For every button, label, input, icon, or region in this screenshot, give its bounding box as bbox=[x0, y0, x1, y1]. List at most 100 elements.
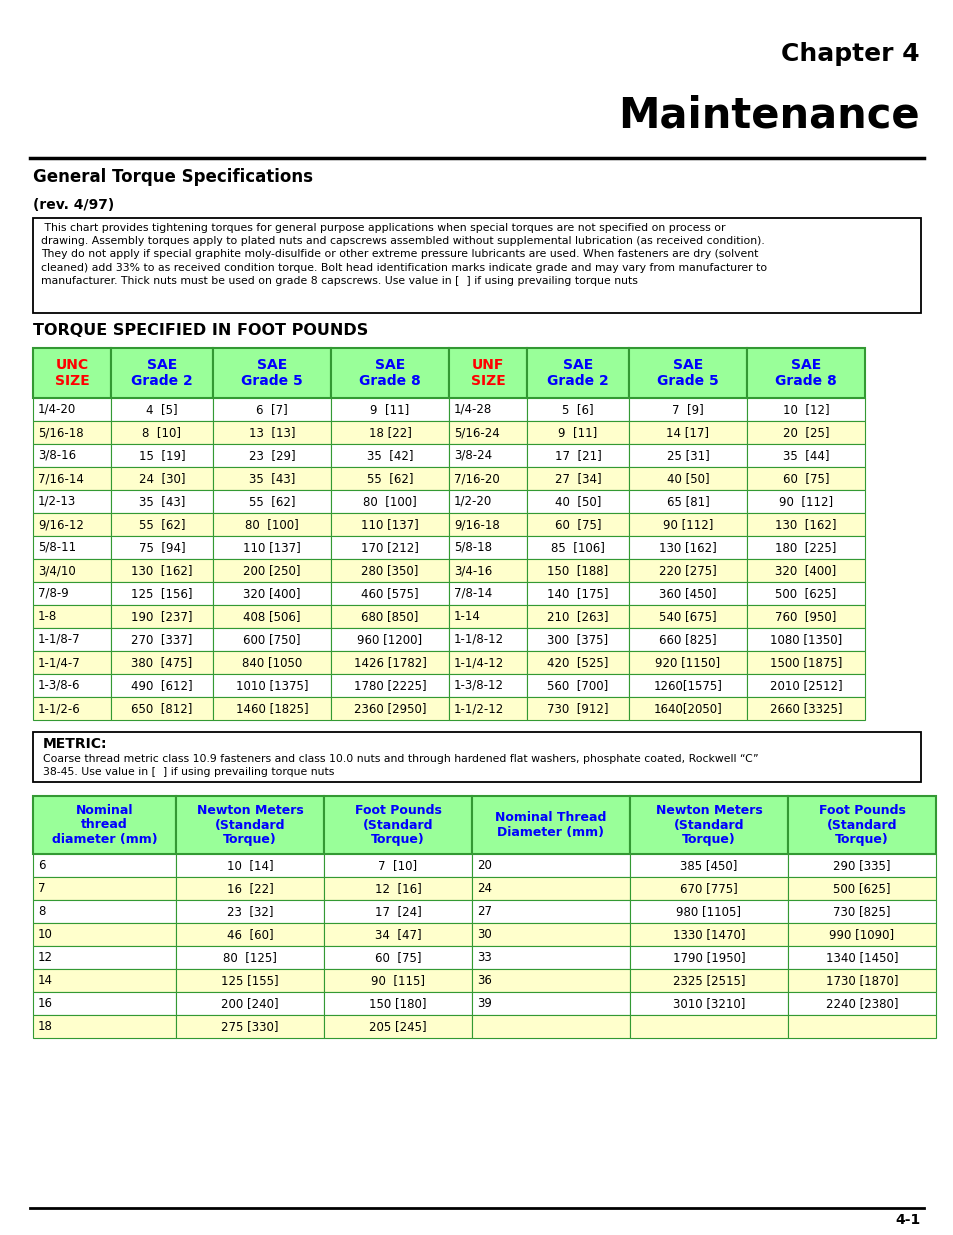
Text: 90 [112]: 90 [112] bbox=[662, 517, 713, 531]
FancyBboxPatch shape bbox=[33, 674, 111, 697]
FancyBboxPatch shape bbox=[526, 582, 628, 605]
Text: 1/2-13: 1/2-13 bbox=[38, 495, 76, 508]
FancyBboxPatch shape bbox=[33, 536, 111, 559]
Text: 14: 14 bbox=[38, 974, 53, 987]
Text: 1-1/8-12: 1-1/8-12 bbox=[454, 634, 503, 646]
Text: 300  [375]: 300 [375] bbox=[547, 634, 608, 646]
FancyBboxPatch shape bbox=[628, 582, 746, 605]
FancyBboxPatch shape bbox=[629, 853, 787, 877]
Text: 320  [400]: 320 [400] bbox=[775, 564, 836, 577]
FancyBboxPatch shape bbox=[213, 629, 331, 651]
FancyBboxPatch shape bbox=[33, 732, 920, 782]
FancyBboxPatch shape bbox=[33, 513, 111, 536]
FancyBboxPatch shape bbox=[324, 992, 472, 1015]
Text: 5/8-11: 5/8-11 bbox=[38, 541, 76, 555]
Text: 39: 39 bbox=[476, 997, 492, 1010]
FancyBboxPatch shape bbox=[213, 651, 331, 674]
Text: 1-1/8-7: 1-1/8-7 bbox=[38, 634, 81, 646]
Text: 10: 10 bbox=[38, 927, 52, 941]
Text: 5/16-24: 5/16-24 bbox=[454, 426, 499, 438]
Text: 2325 [2515]: 2325 [2515] bbox=[672, 974, 744, 987]
Text: SAE
Grade 2: SAE Grade 2 bbox=[131, 358, 193, 388]
Text: SAE
Grade 8: SAE Grade 8 bbox=[358, 358, 420, 388]
FancyBboxPatch shape bbox=[175, 853, 324, 877]
FancyBboxPatch shape bbox=[111, 421, 213, 445]
Text: 1-1/4-12: 1-1/4-12 bbox=[454, 656, 504, 669]
FancyBboxPatch shape bbox=[628, 559, 746, 582]
Text: 35  [44]: 35 [44] bbox=[781, 450, 828, 462]
FancyBboxPatch shape bbox=[175, 946, 324, 969]
Text: 23  [32]: 23 [32] bbox=[227, 905, 273, 918]
Text: 17  [24]: 17 [24] bbox=[375, 905, 421, 918]
Text: 500  [625]: 500 [625] bbox=[775, 587, 836, 600]
Text: Foot Pounds
(Standard
Torque): Foot Pounds (Standard Torque) bbox=[818, 804, 904, 846]
Text: 3/4/10: 3/4/10 bbox=[38, 564, 75, 577]
FancyBboxPatch shape bbox=[629, 1015, 787, 1037]
FancyBboxPatch shape bbox=[33, 219, 920, 312]
FancyBboxPatch shape bbox=[746, 559, 864, 582]
Text: 1330 [1470]: 1330 [1470] bbox=[672, 927, 744, 941]
FancyBboxPatch shape bbox=[629, 946, 787, 969]
Text: 23  [29]: 23 [29] bbox=[249, 450, 295, 462]
Text: 24: 24 bbox=[476, 882, 492, 895]
FancyBboxPatch shape bbox=[526, 697, 628, 720]
Text: 110 [137]: 110 [137] bbox=[243, 541, 300, 555]
Text: 680 [850]: 680 [850] bbox=[361, 610, 418, 622]
FancyBboxPatch shape bbox=[472, 992, 629, 1015]
Text: Nominal
thread
diameter (mm): Nominal thread diameter (mm) bbox=[51, 804, 157, 846]
FancyBboxPatch shape bbox=[331, 467, 449, 490]
Text: TORQUE SPECIFIED IN FOOT POUNDS: TORQUE SPECIFIED IN FOOT POUNDS bbox=[33, 324, 368, 338]
Text: 1/2-20: 1/2-20 bbox=[454, 495, 492, 508]
Text: 280 [350]: 280 [350] bbox=[361, 564, 418, 577]
Text: 380  [475]: 380 [475] bbox=[132, 656, 193, 669]
FancyBboxPatch shape bbox=[33, 629, 111, 651]
Text: 560  [700]: 560 [700] bbox=[547, 679, 608, 692]
FancyBboxPatch shape bbox=[213, 445, 331, 467]
FancyBboxPatch shape bbox=[213, 697, 331, 720]
Text: 7/8-9: 7/8-9 bbox=[38, 587, 69, 600]
FancyBboxPatch shape bbox=[33, 348, 111, 398]
FancyBboxPatch shape bbox=[449, 697, 526, 720]
Text: 1640[2050]: 1640[2050] bbox=[653, 701, 721, 715]
FancyBboxPatch shape bbox=[746, 582, 864, 605]
Text: This chart provides tightening torques for general purpose applications when spe: This chart provides tightening torques f… bbox=[41, 224, 766, 285]
FancyBboxPatch shape bbox=[629, 969, 787, 992]
Text: 1-3/8-12: 1-3/8-12 bbox=[454, 679, 503, 692]
Text: 130  [162]: 130 [162] bbox=[775, 517, 836, 531]
FancyBboxPatch shape bbox=[33, 582, 111, 605]
FancyBboxPatch shape bbox=[175, 969, 324, 992]
FancyBboxPatch shape bbox=[526, 629, 628, 651]
FancyBboxPatch shape bbox=[449, 629, 526, 651]
Text: 1460 [1825]: 1460 [1825] bbox=[235, 701, 308, 715]
FancyBboxPatch shape bbox=[746, 348, 864, 398]
Text: 730  [912]: 730 [912] bbox=[547, 701, 608, 715]
FancyBboxPatch shape bbox=[33, 923, 175, 946]
FancyBboxPatch shape bbox=[111, 513, 213, 536]
Text: 1-14: 1-14 bbox=[454, 610, 480, 622]
FancyBboxPatch shape bbox=[331, 513, 449, 536]
Text: 14 [17]: 14 [17] bbox=[666, 426, 709, 438]
FancyBboxPatch shape bbox=[629, 877, 787, 900]
Text: 7  [10]: 7 [10] bbox=[378, 860, 417, 872]
Text: 200 [250]: 200 [250] bbox=[243, 564, 300, 577]
FancyBboxPatch shape bbox=[449, 490, 526, 513]
Text: 27: 27 bbox=[476, 905, 492, 918]
Text: 7  [9]: 7 [9] bbox=[672, 403, 703, 416]
Text: 130 [162]: 130 [162] bbox=[659, 541, 716, 555]
FancyBboxPatch shape bbox=[628, 467, 746, 490]
FancyBboxPatch shape bbox=[331, 697, 449, 720]
FancyBboxPatch shape bbox=[324, 877, 472, 900]
Text: 8: 8 bbox=[38, 905, 46, 918]
Text: 3/8-16: 3/8-16 bbox=[38, 450, 76, 462]
FancyBboxPatch shape bbox=[331, 348, 449, 398]
FancyBboxPatch shape bbox=[324, 853, 472, 877]
FancyBboxPatch shape bbox=[331, 651, 449, 674]
FancyBboxPatch shape bbox=[213, 605, 331, 629]
FancyBboxPatch shape bbox=[111, 582, 213, 605]
Text: 9  [11]: 9 [11] bbox=[370, 403, 409, 416]
FancyBboxPatch shape bbox=[787, 946, 935, 969]
FancyBboxPatch shape bbox=[175, 1015, 324, 1037]
Text: 170 [212]: 170 [212] bbox=[360, 541, 418, 555]
FancyBboxPatch shape bbox=[33, 559, 111, 582]
Text: 125 [155]: 125 [155] bbox=[221, 974, 278, 987]
